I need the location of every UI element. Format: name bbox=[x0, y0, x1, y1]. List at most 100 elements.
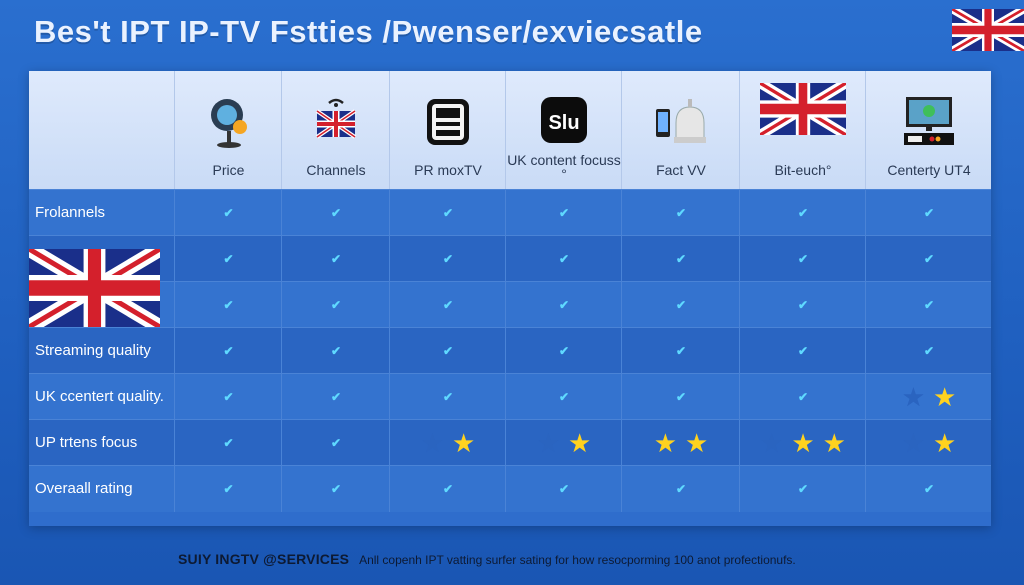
footer-note: Anll copenh IPT vatting surfer sating fo… bbox=[359, 553, 796, 567]
table-cell: ✔ bbox=[739, 282, 866, 328]
checkmark-icon: ✔ bbox=[442, 390, 454, 404]
column-label-prmoxtv: PR moxTV bbox=[414, 162, 482, 178]
table-cell: ✔ bbox=[865, 328, 992, 374]
table-cell: ✔ bbox=[621, 466, 740, 512]
checkmark-icon: ✔ bbox=[923, 344, 935, 358]
checkmark-icon: ✔ bbox=[330, 298, 342, 312]
table-cell: ✔ bbox=[174, 190, 282, 236]
table-cell: ✔ bbox=[174, 236, 282, 282]
star-rating: ★ ★ bbox=[537, 430, 592, 456]
star-rating: ★ ★ bbox=[654, 430, 709, 456]
row-label: Frolannels bbox=[35, 204, 106, 221]
table-cell: ✔ bbox=[621, 190, 740, 236]
table-cell: ✔ bbox=[389, 466, 506, 512]
star-filled-icon: ★ bbox=[685, 428, 709, 458]
table-cell: ★ ★ bbox=[389, 420, 506, 466]
table-cell: ★ ★ ★ bbox=[739, 420, 866, 466]
table-cell: ✔ bbox=[281, 190, 390, 236]
table-cell: ✔ bbox=[505, 236, 622, 282]
column-label-channels: Channels bbox=[306, 162, 366, 178]
table-cell: ✔ bbox=[174, 328, 282, 374]
checkmark-icon: ✔ bbox=[223, 206, 234, 220]
header-corner bbox=[29, 71, 174, 189]
star-rating: ★ ★ bbox=[421, 430, 476, 456]
table-cell: ✔ bbox=[505, 374, 622, 420]
table-header: Price Channels bbox=[29, 71, 991, 189]
column-header-biteuch[interactable]: Bit-euch° bbox=[739, 71, 866, 189]
checkmark-icon: ✔ bbox=[330, 206, 342, 220]
column-header-centerty[interactable]: Centerty UT4 bbox=[865, 71, 992, 189]
star-filled-icon: ★ bbox=[452, 428, 476, 458]
star-filled-icon: ★ bbox=[822, 428, 846, 458]
table-cell: ✔ bbox=[389, 236, 506, 282]
slu-logo-icon: Slu bbox=[535, 95, 593, 149]
checkmark-icon: ✔ bbox=[442, 206, 454, 220]
checkmark-icon: ✔ bbox=[442, 252, 454, 266]
column-header-factvv[interactable]: Fact VV bbox=[621, 71, 740, 189]
table-cell: ✔ bbox=[621, 236, 740, 282]
table-cell: ✔ bbox=[281, 328, 390, 374]
column-header-uk-content[interactable]: Slu UK content focuss ° bbox=[505, 71, 622, 189]
checkmark-icon: ✔ bbox=[797, 390, 809, 404]
table-cell: ✔ bbox=[281, 236, 390, 282]
checkmark-icon: ✔ bbox=[223, 436, 234, 450]
row-label: Overaall rating bbox=[35, 480, 133, 497]
row-label: UK ccentert quality. bbox=[35, 388, 164, 405]
column-header-prmoxtv[interactable]: PR moxTV bbox=[389, 71, 506, 189]
page-title: Bes't IPT IP-TV Fstties /Pwenser/exviecs… bbox=[34, 14, 703, 49]
uk-flag-icon bbox=[952, 9, 1024, 51]
table-cell: ✔ bbox=[389, 190, 506, 236]
column-header-price[interactable]: Price bbox=[174, 71, 282, 189]
table-row: Frolannels ✔ ✔ ✔ ✔ ✔ ✔ ✔ bbox=[29, 189, 991, 236]
table-cell: ★ ★ bbox=[621, 420, 740, 466]
table-cell: ✔ bbox=[281, 374, 390, 420]
table-row: UK ccentert quality. ✔ ✔ ✔ ✔ ✔ ✔ ★ ★ bbox=[29, 373, 991, 420]
globe-ipt-icon bbox=[200, 95, 258, 149]
checkmark-icon: ✔ bbox=[675, 482, 687, 496]
star-filled-icon: ★ bbox=[791, 428, 815, 458]
table-row: Streaming quality ✔ ✔ ✔ ✔ ✔ ✔ ✔ bbox=[29, 327, 991, 374]
checkmark-icon: ✔ bbox=[558, 206, 570, 220]
table-cell: ✔ bbox=[739, 236, 866, 282]
checkmark-icon: ✔ bbox=[675, 206, 687, 220]
table-cell: ✔ bbox=[505, 282, 622, 328]
checkmark-icon: ✔ bbox=[442, 298, 454, 312]
column-label-factvv: Fact VV bbox=[656, 162, 706, 178]
star-rating: ★ ★ bbox=[902, 384, 957, 410]
checkmark-icon: ✔ bbox=[797, 252, 809, 266]
checkmark-icon: ✔ bbox=[442, 344, 454, 358]
table-cell: ✔ bbox=[739, 374, 866, 420]
table-cell: ✔ bbox=[739, 328, 866, 374]
table-cell: ✔ bbox=[281, 420, 390, 466]
table-cell: ✔ bbox=[174, 466, 282, 512]
table-cell: ✔ bbox=[865, 466, 992, 512]
checkmark-icon: ✔ bbox=[797, 482, 809, 496]
checkmark-icon: ✔ bbox=[558, 252, 570, 266]
table-cell: ★ ★ bbox=[505, 420, 622, 466]
star-filled-icon: ★ bbox=[933, 428, 957, 458]
checkmark-icon: ✔ bbox=[330, 344, 342, 358]
uk-flag-tv-icon bbox=[307, 95, 365, 149]
checkmark-icon: ✔ bbox=[797, 298, 809, 312]
star-empty-icon: ★ bbox=[901, 428, 925, 458]
checkmark-icon: ✔ bbox=[675, 298, 687, 312]
uk-flag-icon bbox=[758, 78, 848, 140]
checkmark-icon: ✔ bbox=[558, 344, 570, 358]
star-empty-icon: ★ bbox=[420, 428, 444, 458]
checkmark-icon: ✔ bbox=[330, 436, 342, 450]
monitor-settop-icon bbox=[900, 95, 958, 149]
table-cell: ✔ bbox=[505, 328, 622, 374]
table-cell: ✔ bbox=[621, 282, 740, 328]
table-cell: ✔ bbox=[621, 328, 740, 374]
svg-text:Slu: Slu bbox=[548, 112, 579, 134]
column-label-uk-content: UK content focuss ° bbox=[507, 152, 621, 182]
table-cell: ✔ bbox=[174, 374, 282, 420]
checkmark-icon: ✔ bbox=[330, 252, 342, 266]
table-row: ✔ ✔ ✔ ✔ ✔ ✔ ✔ bbox=[29, 281, 991, 328]
checkmark-icon: ✔ bbox=[923, 206, 935, 220]
table-cell: ✔ bbox=[389, 328, 506, 374]
column-header-channels[interactable]: Channels bbox=[281, 71, 390, 189]
checkmark-icon: ✔ bbox=[923, 252, 935, 266]
table-cell: ✔ bbox=[865, 190, 992, 236]
checkmark-icon: ✔ bbox=[675, 390, 687, 404]
